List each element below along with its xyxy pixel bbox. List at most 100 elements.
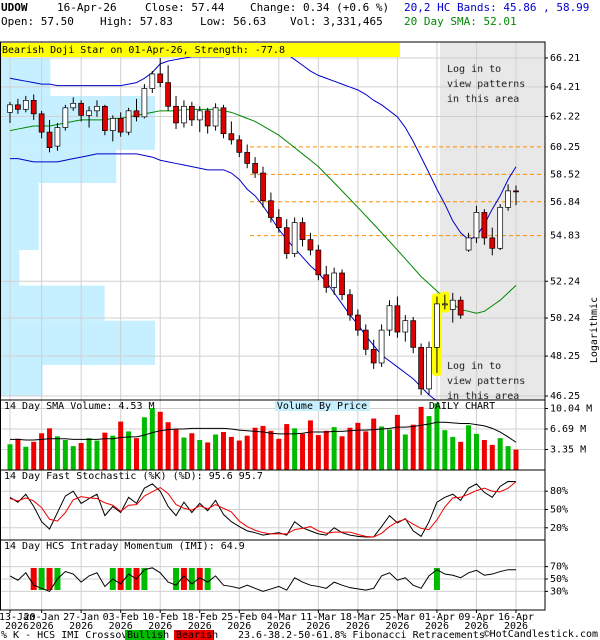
volume-bar	[181, 437, 187, 470]
volume-bar	[418, 406, 424, 470]
candle-body	[109, 118, 116, 131]
candle-body	[70, 102, 77, 109]
x-tick-year: 2026	[188, 621, 212, 632]
candle-body	[402, 320, 409, 333]
y-tick-label: 10.04 M	[550, 403, 592, 414]
change: Change: 0.34 (+0.6 %)	[250, 1, 389, 14]
candle-body	[441, 303, 448, 306]
x-tick-label: 18-Feb	[182, 612, 218, 623]
volume-bar	[276, 438, 282, 470]
bullish-label: Bullish	[127, 630, 169, 640]
candle-body	[307, 239, 314, 251]
x-tick-year: 2026	[385, 621, 409, 632]
volume-by-price-bar	[0, 149, 117, 184]
volume-bar	[371, 418, 377, 470]
volume-bar	[78, 443, 84, 470]
locked-note: view patterns	[447, 376, 525, 387]
indicator-line	[9, 567, 517, 593]
volume-bar	[47, 428, 53, 470]
y-tick-label: 70%	[550, 562, 568, 573]
volume-bar	[213, 434, 219, 470]
y-tick-label: 6.69 M	[550, 424, 586, 435]
candle-body	[449, 299, 456, 310]
volume-bar	[31, 441, 37, 470]
fib-label: 54.83	[550, 231, 580, 242]
volume-bar	[252, 427, 258, 470]
candle-body	[315, 249, 322, 276]
volume-by-price-bar	[0, 320, 155, 365]
volume-bar	[149, 408, 155, 470]
footer-legend: % K - HCS IMI Crossover,	[1, 630, 146, 640]
volume-bar	[39, 433, 45, 470]
x-tick-label: 25-Feb	[221, 612, 257, 623]
y-tick-label: 80%	[550, 486, 568, 497]
candle-body	[188, 105, 195, 121]
locked-note: in this area	[447, 391, 519, 402]
volume-bar	[134, 438, 139, 470]
fib-label: 58.52	[550, 169, 580, 180]
crossover-signal	[204, 568, 211, 590]
candle-body	[331, 272, 338, 288]
pattern-title: Bearish Doji Star on 01-Apr-26, Strength…	[2, 45, 285, 56]
volume-bar	[513, 449, 519, 470]
volume-by-price-bar	[0, 58, 51, 96]
x-tick-year: 2026	[148, 621, 172, 632]
y-tick-label: 30%	[550, 586, 568, 597]
volume-bar	[339, 436, 345, 470]
volume-bar	[315, 435, 321, 470]
quote-date: 16-Apr-26	[57, 1, 117, 14]
sma-line	[9, 108, 517, 314]
candle-body	[212, 107, 219, 127]
bullish-key	[125, 630, 165, 640]
candle-body	[260, 172, 266, 202]
candle-body	[141, 88, 148, 118]
candle-body	[275, 217, 282, 228]
candle-body	[22, 99, 29, 110]
candle-body	[513, 190, 519, 193]
volume-bar	[394, 414, 400, 470]
candle-body	[46, 131, 53, 149]
volume-bar	[442, 430, 448, 470]
x-tick-label: 09-Apr	[458, 612, 494, 623]
volume-bar	[497, 438, 503, 470]
x-tick-label: 25-Mar	[379, 612, 415, 623]
candle-body	[173, 105, 179, 124]
candle-body	[181, 105, 187, 124]
candle-body	[244, 152, 251, 164]
candle-body	[78, 102, 85, 116]
candle-body	[362, 329, 369, 350]
x-tick-year: 2026	[346, 621, 370, 632]
candle-body	[38, 113, 45, 133]
x-tick-label: 10-Feb	[142, 612, 178, 623]
candle-body	[497, 207, 504, 249]
locked-area	[440, 42, 545, 400]
crossover-signal	[117, 568, 124, 590]
candle-body	[323, 274, 330, 288]
x-tick-year: 2026	[227, 621, 251, 632]
candle-body	[473, 212, 480, 239]
candle-body	[149, 73, 156, 89]
candle-body	[283, 227, 290, 254]
volume-bar	[268, 430, 274, 470]
copyright: ©HotCandlestick.com	[484, 629, 598, 640]
volume-bar	[7, 444, 13, 470]
candle-body	[291, 222, 298, 254]
volume-bar	[244, 435, 250, 470]
candle-body	[378, 329, 385, 364]
candle-body	[426, 347, 432, 390]
panel-title: 14 Day Fast Stochastic (%K) (%D): 95.6 9…	[4, 471, 263, 482]
x-tick-label: 04-Mar	[261, 612, 297, 623]
panel-annotation: DAILY CHART	[429, 401, 495, 412]
candle-body	[434, 303, 440, 348]
candle-body	[505, 190, 511, 208]
x-tick-label: 20-Jan	[24, 612, 60, 623]
y-tick-label: 48.25	[550, 351, 580, 362]
crossover-signal	[173, 568, 180, 590]
volume-bar	[331, 427, 337, 470]
locked-note: in this area	[447, 94, 519, 105]
x-tick-year: 2026	[306, 621, 330, 632]
volume-bar	[300, 433, 306, 470]
x-tick-year: 2026	[464, 621, 488, 632]
volume-bar	[15, 438, 21, 470]
open-price: Open: 57.50	[1, 15, 74, 28]
